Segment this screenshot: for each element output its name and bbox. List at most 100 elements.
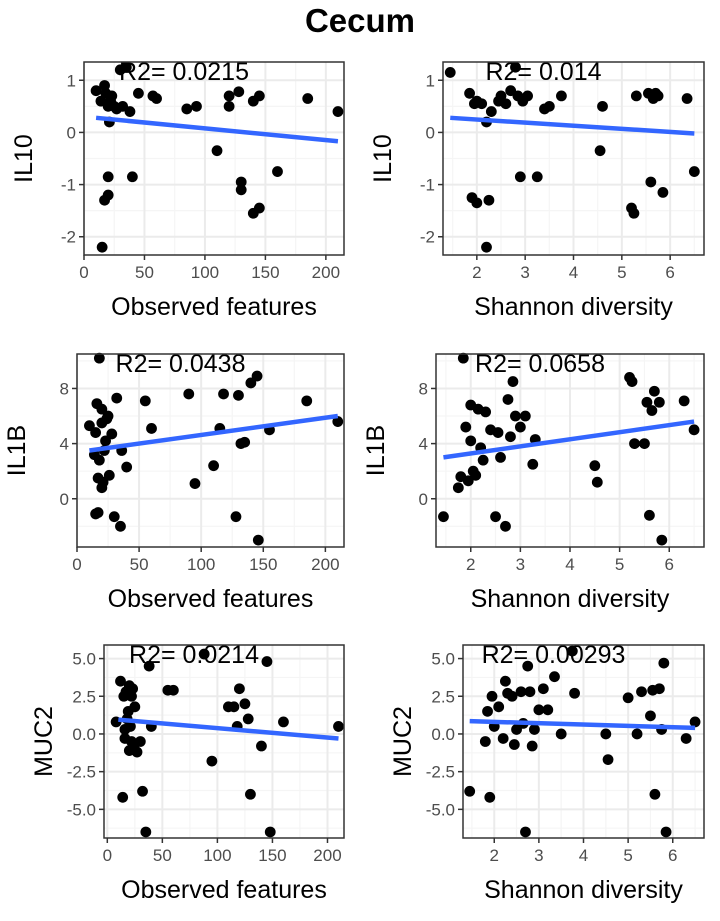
data-point xyxy=(500,520,511,532)
data-point xyxy=(245,377,257,389)
x-tick-label: 2 xyxy=(472,263,481,282)
x-axis-title: Observed features xyxy=(108,585,314,613)
data-point xyxy=(108,511,120,523)
x-tick-label: 150 xyxy=(258,846,286,865)
y-tick-label: 1 xyxy=(67,71,76,90)
y-tick-label: -1 xyxy=(61,176,76,195)
data-point xyxy=(272,166,283,177)
x-tick-label: 200 xyxy=(311,555,339,574)
data-point xyxy=(681,93,693,104)
data-point xyxy=(657,187,669,198)
data-point xyxy=(533,704,545,716)
x-tick-label: 200 xyxy=(312,263,340,282)
data-point xyxy=(102,171,114,183)
data-point xyxy=(645,176,657,188)
data-point xyxy=(121,461,133,473)
data-point xyxy=(133,87,144,99)
data-point xyxy=(678,395,690,407)
data-point xyxy=(332,106,344,117)
x-tick-label: 2 xyxy=(466,555,475,574)
data-point xyxy=(639,438,650,450)
data-point xyxy=(140,826,152,838)
data-point xyxy=(485,106,497,117)
data-point xyxy=(245,788,256,800)
data-point xyxy=(688,424,700,436)
data-point xyxy=(519,410,531,422)
data-point xyxy=(97,476,109,488)
data-point xyxy=(137,785,148,797)
data-point xyxy=(90,427,102,438)
x-axis-title: Shannon diversity xyxy=(471,585,670,613)
data-point xyxy=(115,675,126,687)
data-point xyxy=(239,698,251,710)
data-point xyxy=(253,202,265,214)
x-tick-label: 100 xyxy=(203,846,231,865)
data-point xyxy=(189,478,201,489)
fit-line xyxy=(95,115,339,144)
y-tick-label: 5.0 xyxy=(72,650,96,669)
data-point xyxy=(471,197,483,209)
data-point xyxy=(90,85,102,97)
y-tick-label: 0.0 xyxy=(72,725,96,744)
y-axis-title: IL1B xyxy=(3,425,31,476)
data-point xyxy=(256,740,267,752)
data-point xyxy=(477,454,489,466)
data-point xyxy=(96,403,108,415)
data-point xyxy=(223,90,235,102)
data-point xyxy=(515,686,527,698)
panel-border xyxy=(103,644,345,839)
y-tick-label: -5.0 xyxy=(67,800,96,819)
data-point xyxy=(646,405,658,416)
data-point xyxy=(688,166,700,177)
data-point xyxy=(139,395,151,407)
y-tick-label: 2.5 xyxy=(72,687,96,706)
data-point xyxy=(660,826,672,838)
y-tick-label: 8 xyxy=(60,379,69,398)
data-point xyxy=(252,534,264,546)
data-point xyxy=(566,645,578,657)
data-point xyxy=(242,713,254,725)
data-point xyxy=(510,410,521,422)
data-point xyxy=(492,427,504,438)
data-point xyxy=(96,241,108,253)
data-point xyxy=(629,438,640,450)
data-point xyxy=(444,67,456,78)
y-axis-title: IL10 xyxy=(10,134,38,183)
data-point xyxy=(482,705,493,717)
data-point xyxy=(462,475,474,487)
data-point xyxy=(549,671,560,683)
x-tick-label: 0 xyxy=(103,846,112,865)
panel-border xyxy=(83,61,345,256)
data-point xyxy=(631,728,643,740)
data-point xyxy=(103,469,115,481)
x-tick-label: 3 xyxy=(516,555,525,574)
data-point xyxy=(233,86,245,98)
data-point xyxy=(524,686,536,698)
data-point xyxy=(602,754,614,765)
y-axis-title: IL1B xyxy=(362,425,390,476)
data-point xyxy=(301,395,313,407)
x-axis-title: Shannon diversity xyxy=(484,876,683,904)
data-point xyxy=(278,716,289,728)
y-tick-label: -2 xyxy=(61,228,76,247)
data-point xyxy=(125,721,136,732)
data-point xyxy=(234,683,245,695)
data-point xyxy=(508,739,520,750)
data-point xyxy=(680,733,692,744)
x-tick-label: 150 xyxy=(251,263,279,282)
fit-line xyxy=(443,419,695,460)
data-point xyxy=(479,736,491,747)
data-point xyxy=(93,454,105,466)
y-tick-label: 4 xyxy=(419,435,428,454)
data-point xyxy=(480,406,492,418)
data-point xyxy=(645,710,656,722)
x-tick-label: 0 xyxy=(79,263,88,282)
data-point xyxy=(506,690,518,702)
x-tick-label: 6 xyxy=(665,263,674,282)
x-tick-label: 0 xyxy=(72,555,81,574)
data-point xyxy=(211,145,223,157)
data-point xyxy=(486,690,498,702)
